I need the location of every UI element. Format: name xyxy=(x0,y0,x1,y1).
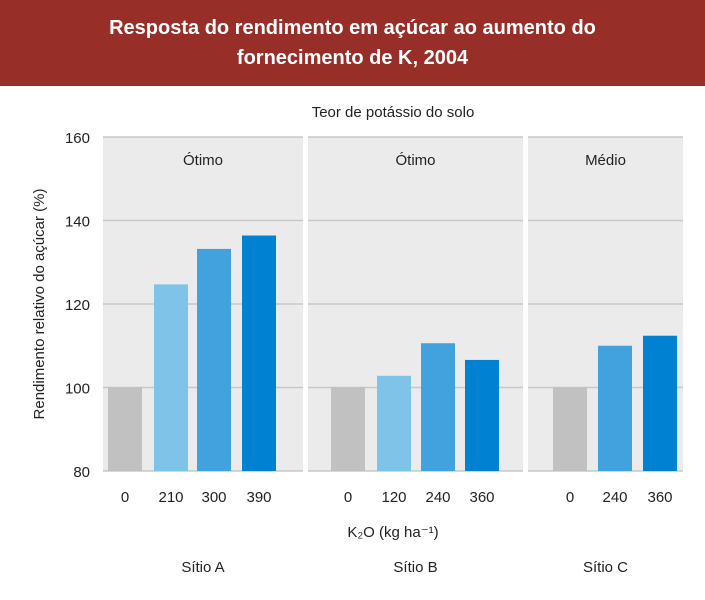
bar xyxy=(331,387,365,471)
chart-title-line1: Resposta do rendimento em açúcar ao aume… xyxy=(109,17,596,39)
bar xyxy=(108,387,142,471)
x-tick-label: 240 xyxy=(602,489,627,506)
x-tick-label: 0 xyxy=(566,489,574,506)
x-tick-label: 240 xyxy=(425,489,450,506)
site-label: Sítio C xyxy=(583,559,628,576)
bar xyxy=(154,284,188,471)
bar xyxy=(465,359,499,471)
y-tick-label: 100 xyxy=(65,381,90,398)
y-tick-label: 120 xyxy=(65,297,90,314)
site-label: Sítio B xyxy=(393,559,437,576)
x-tick-label: 120 xyxy=(381,489,406,506)
x-tick-label: 390 xyxy=(246,489,271,506)
bar xyxy=(643,335,677,471)
bar xyxy=(377,375,411,471)
x-tick-label: 300 xyxy=(201,489,226,506)
chart-title-line2: fornecimento de K, 2004 xyxy=(236,47,469,69)
y-axis-label: Rendimento relativo do açúcar (%) xyxy=(31,189,48,420)
bar xyxy=(242,235,276,471)
y-tick-label: 160 xyxy=(65,130,90,147)
x-tick-label: 360 xyxy=(469,489,494,506)
bar xyxy=(421,343,455,471)
bar xyxy=(598,345,632,471)
bar xyxy=(553,387,587,471)
panel-potassium-label: Médio xyxy=(585,152,626,169)
x-tick-label: 210 xyxy=(158,489,183,506)
x-axis-label: K₂O (kg ha⁻¹) xyxy=(347,524,438,541)
x-tick-label: 0 xyxy=(344,489,352,506)
chart-title: Resposta do rendimento em açúcar ao aume… xyxy=(0,0,705,86)
y-tick-label: 140 xyxy=(65,214,90,231)
panel-potassium-label: Ótimo xyxy=(395,152,435,169)
site-label: Sítio A xyxy=(181,559,224,576)
panel-potassium-label: Ótimo xyxy=(183,152,223,169)
chart-subtitle: Teor de potássio do solo xyxy=(312,104,475,121)
x-tick-label: 360 xyxy=(647,489,672,506)
x-tick-label: 0 xyxy=(121,489,129,506)
bar xyxy=(197,248,231,471)
y-tick-label: 80 xyxy=(73,464,90,481)
